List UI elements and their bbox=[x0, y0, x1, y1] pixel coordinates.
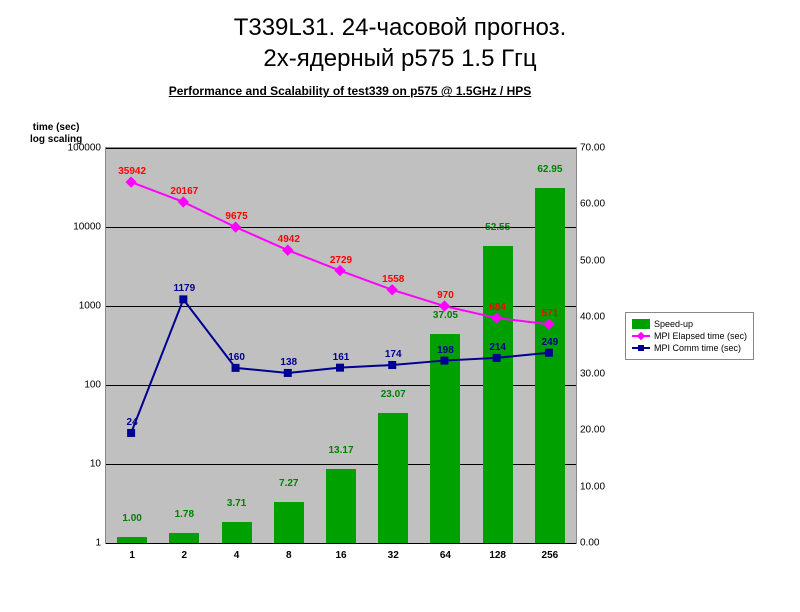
x-tick-label: 64 bbox=[440, 550, 451, 561]
plot-area: 1101001000100001000000.0010.0020.0030.00… bbox=[105, 147, 575, 542]
legend-item-elapsed: MPI Elapsed time (sec) bbox=[632, 331, 747, 341]
legend: Speed-up MPI Elapsed time (sec) MPI Comm… bbox=[625, 312, 754, 360]
y2-tick-label: 0.00 bbox=[580, 538, 614, 549]
legend-swatch-icon bbox=[632, 319, 650, 329]
x-tick-label: 2 bbox=[182, 550, 188, 561]
y1-tick-label: 1000 bbox=[61, 301, 101, 312]
chart-title: Performance and Scalability of test339 o… bbox=[0, 84, 800, 98]
y2-tick-label: 10.00 bbox=[580, 481, 614, 492]
y2-tick-label: 40.00 bbox=[580, 312, 614, 323]
x-tick-label: 32 bbox=[388, 550, 399, 561]
x-tick-label: 128 bbox=[489, 550, 506, 561]
x-tick-label: 256 bbox=[542, 550, 559, 561]
y2-tick-label: 60.00 bbox=[580, 199, 614, 210]
legend-line-icon bbox=[632, 331, 650, 341]
title-line2: 2х-ядерный p575 1.5 Ггц bbox=[263, 45, 536, 72]
x-tick-label: 1 bbox=[129, 550, 135, 561]
legend-item-speedup: Speed-up bbox=[632, 319, 747, 329]
y1-tick-label: 10 bbox=[61, 459, 101, 470]
y1-tick-label: 100 bbox=[61, 380, 101, 391]
legend-item-comm: MPI Comm time (sec) bbox=[632, 343, 747, 353]
y1-tick-label: 10000 bbox=[61, 222, 101, 233]
y2-tick-label: 20.00 bbox=[580, 425, 614, 436]
x-tick-label: 8 bbox=[286, 550, 292, 561]
y2-tick-label: 50.00 bbox=[580, 255, 614, 266]
y2-tick-label: 30.00 bbox=[580, 368, 614, 379]
y2-tick-label: 70.00 bbox=[580, 143, 614, 154]
title-line1: Т339L31. 24-часовой прогноз. bbox=[234, 14, 567, 41]
x-tick-label: 4 bbox=[234, 550, 240, 561]
x-tick-label: 16 bbox=[335, 550, 346, 561]
y1-tick-label: 1 bbox=[61, 538, 101, 549]
main-title: Т339L31. 24-часовой прогноз. 2х-ядерный … bbox=[0, 12, 800, 74]
legend-line-icon bbox=[632, 343, 650, 353]
y1-tick-label: 100000 bbox=[61, 143, 101, 154]
